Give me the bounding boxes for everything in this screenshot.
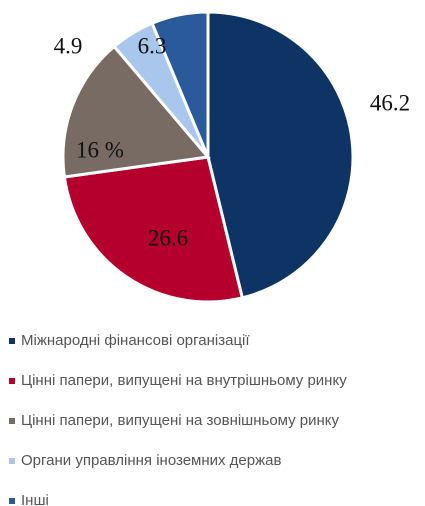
value-label: 6.3: [138, 33, 167, 58]
legend-swatch: [9, 338, 15, 344]
value-label: 26.6: [148, 225, 188, 250]
legend-swatch: [9, 498, 15, 504]
pie-slice: [61, 44, 211, 179]
legend-label: Міжнародні фінансові організації: [21, 332, 250, 349]
legend-swatch: [9, 378, 15, 384]
value-label: 46.2: [370, 90, 410, 115]
legend-label: Органи управління іноземних держав: [21, 452, 281, 469]
pie-slice: [150, 10, 210, 158]
value-label: 16 %: [76, 137, 124, 162]
legend-label: Інші: [21, 492, 49, 506]
legend-label: Цінні папери, випущені на внутрішньому р…: [21, 372, 347, 389]
legend-label: Цінні папери, випущені на зовнішньому ри…: [21, 412, 340, 429]
pie-slice: [62, 155, 245, 304]
value-label: 4.9: [54, 33, 83, 58]
pie-slice: [206, 10, 355, 300]
legend-swatch: [9, 418, 15, 424]
legend-swatch: [9, 458, 15, 464]
